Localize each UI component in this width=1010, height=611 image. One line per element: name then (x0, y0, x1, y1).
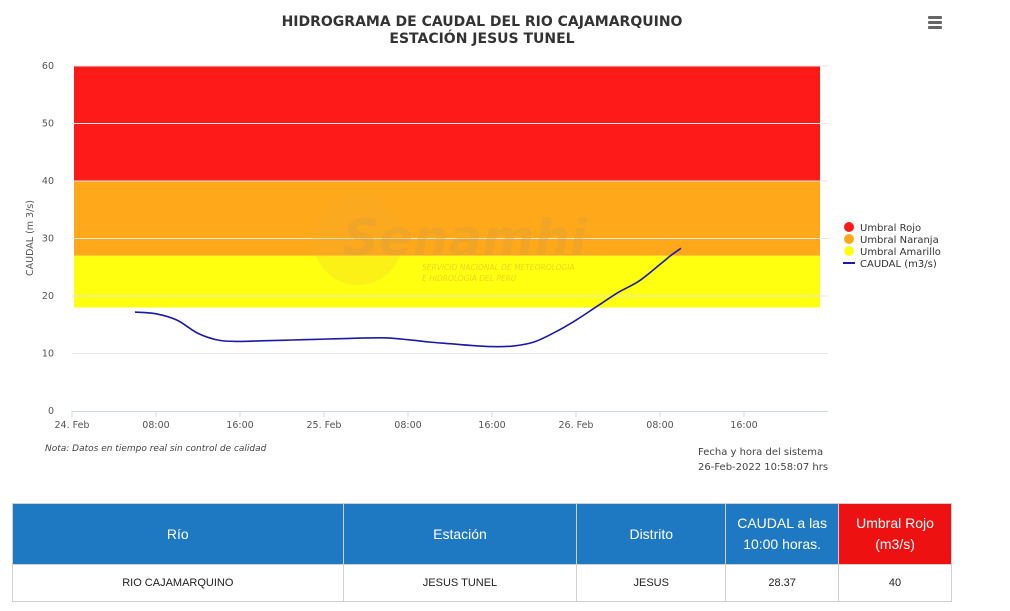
cell-rio: RIO CAJAMARQUINO (12, 564, 344, 602)
y-tick-label: 20 (42, 291, 54, 302)
header-caudal: CAUDAL a las 10:00 horas. (725, 503, 840, 565)
data-quality-note: Nota: Datos en tiempo real sin control d… (45, 444, 267, 454)
watermark-subtitle-1: SERVICIO NACIONAL DE METEOROLOGÍA (422, 263, 575, 272)
station-info-table: Río Estación Distrito CAUDAL a las 10:00… (12, 503, 952, 602)
header-caudal-line2: 10:00 horas. (743, 536, 822, 552)
legend-marker-umbral-amarillo (844, 246, 854, 256)
y-axis-label: CAUDAL (m 3/s) (25, 200, 36, 276)
legend-item-label: CAUDAL (m3/s) (860, 259, 937, 270)
band-umbral-naranja (74, 181, 820, 256)
y-tick-label: 60 (42, 61, 54, 72)
y-axis-ticks: 0 10 20 30 40 50 60 (42, 61, 54, 417)
system-time-value: 26-Feb-2022 10:58:07 hrs (698, 462, 828, 473)
cell-umbral-rojo: 40 (838, 564, 952, 602)
legend-item-label: Umbral Rojo (860, 223, 921, 234)
x-tick-label: 24. Feb (55, 420, 90, 431)
header-umbral-line1: Umbral Rojo (856, 515, 934, 531)
x-tick-label: 16:00 (478, 420, 505, 431)
band-umbral-amarillo (74, 255, 820, 308)
legend-item-label: Umbral Amarillo (860, 247, 941, 258)
x-tick-label: 08:00 (142, 420, 169, 431)
y-tick-label: 30 (42, 234, 54, 245)
header-caudal-line1: CAUDAL a las (737, 515, 827, 531)
system-time-label: Fecha y hora del sistema (698, 447, 823, 458)
header-distrito: Distrito (576, 503, 727, 565)
chart-title: HIDROGRAMA DE CAUDAL DEL RIO CAJAMARQUIN… (282, 14, 683, 30)
x-tick-label: 08:00 (646, 420, 673, 431)
x-axis-ticks: 24. Feb 08:00 16:00 25. Feb 08:00 16:00 26. Fe… (55, 411, 758, 431)
cell-caudal: 28.37 (725, 564, 840, 602)
table-row: RIO CAJAMARQUINO JESUS TUNEL JESUS 28.37… (12, 564, 952, 602)
cell-distrito: JESUS (576, 564, 727, 602)
legend-marker-umbral-naranja (844, 234, 854, 244)
y-tick-label: 50 (42, 119, 54, 130)
grid-lines (72, 65, 828, 354)
cell-estacion: JESUS TUNEL (342, 564, 578, 602)
x-tick-label: 16:00 (730, 420, 757, 431)
x-tick-label: 08:00 (394, 420, 421, 431)
series-line-caudal[interactable] (134, 247, 682, 348)
hydrograph-chart: HIDROGRAMA DE CAUDAL DEL RIO CAJAMARQUIN… (25, 14, 941, 473)
sun-logo-icon (313, 195, 403, 285)
x-tick-label: 25. Feb (307, 420, 342, 431)
watermark-logo-text: Senamhi (343, 209, 588, 267)
header-umbral-rojo: Umbral Rojo (m3/s) (838, 503, 952, 565)
x-tick-label: 26. Feb (559, 420, 594, 431)
y-tick-label: 10 (42, 349, 54, 360)
y-tick-label: 0 (48, 406, 54, 417)
legend-item-label: Umbral Naranja (860, 235, 939, 246)
y-tick-label: 40 (42, 176, 54, 187)
header-rio: Río (12, 503, 344, 565)
header-estacion: Estación (342, 503, 578, 565)
legend-marker-umbral-rojo (844, 222, 854, 232)
hamburger-menu-icon[interactable] (925, 14, 945, 34)
x-tick-label: 16:00 (226, 420, 253, 431)
chart-subtitle: ESTACIÓN JESUS TUNEL (389, 29, 574, 47)
header-umbral-line2: (m3/s) (875, 536, 915, 552)
senamhi-watermark: Senamhi SERVICIO NACIONAL DE METEOROLOGÍ… (313, 195, 588, 285)
watermark-subtitle-2: E HIDROLOGÍA DEL PERÚ (422, 274, 517, 283)
